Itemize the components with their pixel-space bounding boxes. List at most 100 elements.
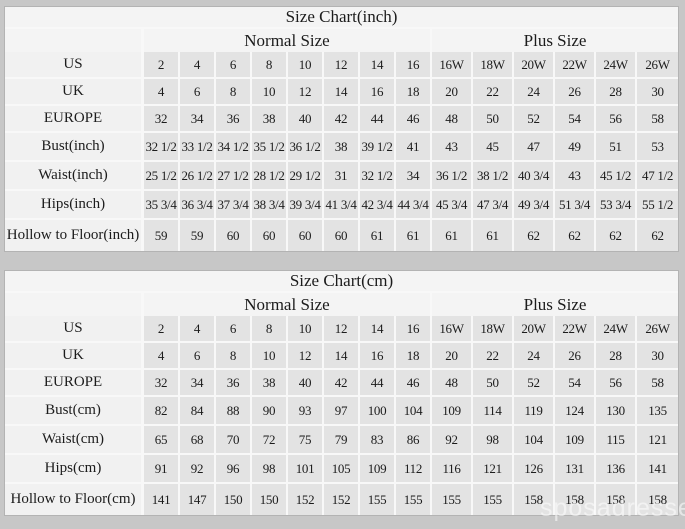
size-value-cell: 14 [324,79,360,106]
size-value-cell: 75 [288,426,324,455]
size-value-cell: 88 [216,397,252,426]
size-value-cell: 150 [252,484,288,515]
size-value-cell: 4 [180,52,216,79]
table-row: Bust(inch) 32 1/2 33 1/2 34 1/2 35 1/2 36 1/2… [5,133,679,162]
size-value-cell: 38 [324,133,360,162]
size-value-cell: 93 [288,397,324,426]
size-value-cell: 4 [144,79,180,106]
size-value-cell: 6 [216,52,252,79]
size-value-cell: 50 [473,106,514,133]
size-value-cell: 12 [288,79,324,106]
size-value-cell: 50 [473,370,514,397]
size-value-cell: 56 [596,106,637,133]
size-value-cell: 26 [555,79,596,106]
size-value-cell: 158 [555,484,596,515]
size-value-cell: 109 [555,426,596,455]
size-value-cell: 104 [396,397,432,426]
size-value-cell: 14 [360,316,396,343]
size-value-cell: 6 [180,343,216,370]
size-value-cell: 92 [432,426,473,455]
size-value-cell: 8 [216,79,252,106]
size-value-cell: 150 [216,484,252,515]
size-value-cell: 96 [216,455,252,484]
row-label: UK [5,79,144,106]
size-value-cell: 130 [596,397,637,426]
size-value-cell: 26W [637,316,679,343]
size-value-cell: 4 [180,316,216,343]
size-value-cell: 8 [252,316,288,343]
size-value-cell: 136 [596,455,637,484]
size-value-cell: 10 [252,79,288,106]
size-value-cell: 68 [180,426,216,455]
size-value-cell: 18 [396,343,432,370]
size-value-cell: 34 1/2 [216,133,252,162]
size-value-cell: 47 3/4 [473,191,514,220]
size-value-cell: 39 1/2 [360,133,396,162]
size-value-cell: 112 [396,455,432,484]
row-label: Bust(inch) [5,133,144,162]
group-header-row: Normal Size Plus Size [5,29,679,52]
row-label: Hollow to Floor(cm) [5,484,144,515]
size-value-cell: 62 [555,220,596,251]
size-value-cell: 98 [252,455,288,484]
size-value-cell: 34 [396,162,432,191]
size-value-cell: 6 [180,79,216,106]
size-value-cell: 86 [396,426,432,455]
size-value-cell: 52 [514,370,555,397]
size-value-cell: 121 [637,426,679,455]
size-value-cell: 82 [144,397,180,426]
size-value-cell: 24 [514,79,555,106]
size-value-cell: 141 [637,455,679,484]
size-value-cell: 32 1/2 [360,162,396,191]
size-value-cell: 22 [473,343,514,370]
size-chart-cm-table: Size Chart(cm) Normal Size Plus Size US 2… [4,270,680,516]
size-value-cell: 155 [396,484,432,515]
group-header-row: Normal Size Plus Size [5,293,679,316]
table-row: US 2 4 6 8 10 12 14 16 16W 18W 20W 22W 24W 26W [5,316,679,343]
size-value-cell: 72 [252,426,288,455]
size-value-cell: 70 [216,426,252,455]
normal-size-header: Normal Size [144,293,432,316]
size-value-cell: 48 [432,370,473,397]
size-value-cell: 158 [514,484,555,515]
corner-cell [5,29,144,52]
size-value-cell: 54 [555,370,596,397]
size-value-cell: 44 [360,370,396,397]
size-value-cell: 34 [180,370,216,397]
size-value-cell: 58 [637,106,679,133]
size-value-cell: 62 [637,220,679,251]
size-value-cell: 121 [473,455,514,484]
size-value-cell: 65 [144,426,180,455]
size-value-cell: 116 [432,455,473,484]
size-value-cell: 115 [596,426,637,455]
table-row: Hips(inch) 35 3/4 36 3/4 37 3/4 38 3/4 39 3/4… [5,191,679,220]
size-value-cell: 60 [216,220,252,251]
size-value-cell: 26 1/2 [180,162,216,191]
size-value-cell: 14 [324,343,360,370]
size-value-cell: 12 [288,343,324,370]
size-value-cell: 25 1/2 [144,162,180,191]
size-value-cell: 158 [596,484,637,515]
size-value-cell: 53 3/4 [596,191,637,220]
table-title: Size Chart(inch) [5,7,679,29]
size-value-cell: 42 [324,370,360,397]
size-value-cell: 60 [288,220,324,251]
corner-cell [5,293,144,316]
size-value-cell: 109 [432,397,473,426]
size-value-cell: 155 [360,484,396,515]
size-value-cell: 10 [288,316,324,343]
row-label: EUROPE [5,370,144,397]
size-value-cell: 36 1/2 [288,133,324,162]
size-value-cell: 62 [596,220,637,251]
size-value-cell: 34 [180,106,216,133]
size-value-cell: 36 1/2 [432,162,473,191]
size-value-cell: 2 [144,316,180,343]
row-label: EUROPE [5,106,144,133]
size-value-cell: 135 [637,397,679,426]
plus-size-header: Plus Size [432,29,679,52]
size-value-cell: 32 [144,370,180,397]
size-value-cell: 54 [555,106,596,133]
size-value-cell: 18 [396,79,432,106]
size-value-cell: 91 [144,455,180,484]
size-value-cell: 53 [637,133,679,162]
